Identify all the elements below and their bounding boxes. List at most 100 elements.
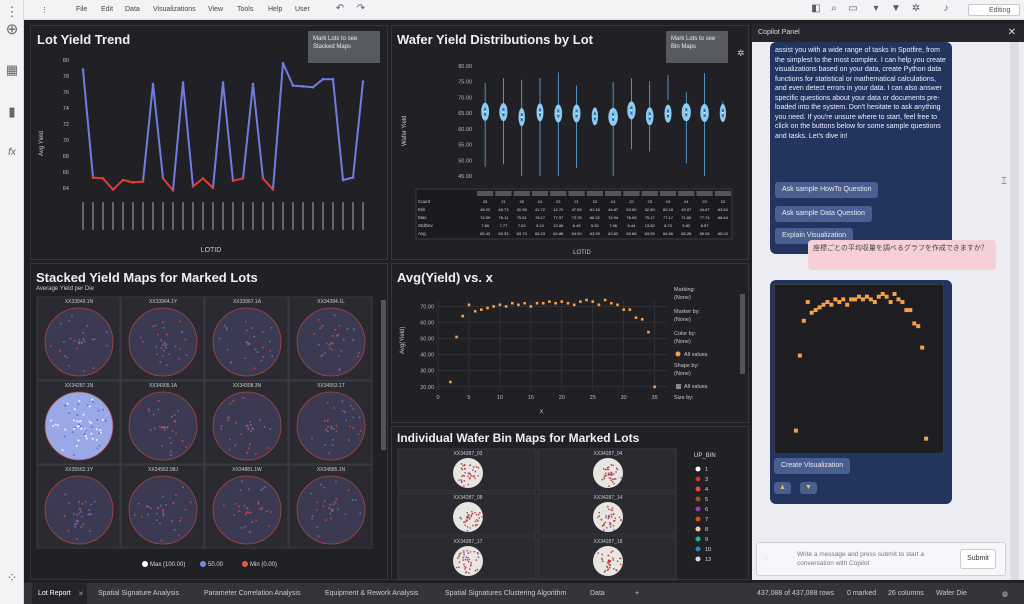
mode-dropdown[interactable]: Editing [968,4,1020,16]
die-point [324,444,326,446]
comment-icon[interactable]: ▭ [848,3,858,14]
trend-segment [172,82,184,191]
legend-label: 8 [705,527,708,533]
data-question-button[interactable]: Ask sample Data Question [775,206,872,222]
tab-lot-report[interactable]: Lot Report [38,590,71,597]
gear-icon[interactable]: ✲ [737,48,745,58]
die-point [247,427,250,429]
violin-median [648,115,651,118]
menu-dots-icon[interactable]: ⋮ [5,4,19,19]
table-icon[interactable]: ▦ [5,62,19,77]
die-point [597,552,599,554]
wafer-violin-chart[interactable]: Wafer Yield LOTID 80.00 75.00 70.00 65.00 60… [392,26,750,261]
die-point [78,338,81,341]
thumbs-down-icon[interactable]: ▼ [800,482,817,494]
tab-equipment-rework[interactable]: Equipment & Rework Analysis [325,590,419,597]
die-point [157,333,159,336]
die-point [74,526,76,528]
die-point [465,566,467,569]
tab-data[interactable]: Data [590,590,605,597]
die-point [89,513,92,516]
die-point [248,343,251,345]
howto-question-button[interactable]: Ask sample HowTo Question [775,182,879,198]
redo-icon[interactable]: ↷ [356,3,366,14]
trend-segment [312,78,324,88]
menu-visualizations[interactable]: Visualizations [153,6,196,13]
menu-tools[interactable]: Tools [237,6,254,13]
scatter-chart[interactable]: Avg(Yield) x 70.00 60.00 50.00 40.00 30.00 20… [392,264,750,424]
scatter-point [857,294,862,299]
die-point [329,504,332,506]
legend-label: 7 [705,517,708,523]
table-name[interactable]: Wafer Die [936,590,967,597]
tab-clustering[interactable]: Spatial Signatures Clustering Algorithm [445,590,567,597]
die-point [263,425,266,428]
die-point [165,504,167,506]
die-point [55,423,57,426]
bin-maps-grid[interactable]: XX34287_03 XX34287_04 XX34287_08 XX34287_14… [392,427,750,581]
menu-view[interactable]: View [208,6,224,13]
violin-median [557,112,560,115]
die-point [254,348,257,351]
die-point [469,477,471,479]
stacked-maps-grid[interactable]: XX33949.1N XX33964.1Y XX33967.1A XX34284.1L… [31,264,389,581]
table-column-header [605,191,622,196]
die-point [341,400,344,403]
add-tab-icon[interactable]: + [635,590,640,597]
search-icon[interactable]: ⌕ [831,3,837,14]
network-icon[interactable]: ⁘ [6,570,18,585]
globe-icon[interactable]: ◍ [1002,591,1009,598]
close-icon[interactable]: ✕ [1007,27,1016,38]
die-point [66,356,69,359]
die-point [467,472,469,475]
undo-icon[interactable]: ↶ [335,3,345,14]
scatter-point [647,330,650,334]
bulb-icon[interactable]: ◌ [763,553,769,563]
property-label: (None) [674,295,691,301]
menu-edit[interactable]: Edit [101,6,114,13]
die-point [603,524,605,526]
menu-dots-icon[interactable]: ⋮ [41,7,48,14]
die-point [463,475,466,477]
add-icon[interactable]: ⊕ [5,21,19,38]
create-visualization-button[interactable]: Create Visualization [774,458,851,474]
die-point [607,506,609,508]
settings-icon[interactable]: ✲ [911,3,921,14]
die-point [464,471,466,474]
tab-parameter-correlation[interactable]: Parameter Correlation Analysis [204,590,301,597]
x-tick-label [112,202,114,230]
legend-swatch [142,561,148,567]
die-point [249,420,251,423]
message-input-box[interactable]: ◌ Write a message and press submit to st… [756,542,1006,576]
function-icon[interactable]: fx [8,147,16,158]
scatter-point [872,300,877,305]
bookmark-icon[interactable]: ▾ [873,3,879,14]
menu-user[interactable]: User [295,6,310,13]
die-point [619,563,622,566]
die-point [249,511,252,514]
filter-icon[interactable]: ▼ [891,3,901,14]
close-icon[interactable]: ✕ [78,591,84,598]
menu-help[interactable]: Help [268,6,283,13]
menu-file[interactable]: File [76,6,88,13]
die-point [147,408,150,410]
trend-point [331,77,335,81]
die-point [462,559,464,561]
submit-button[interactable]: Submit [960,549,996,569]
copilot-header: Copilot Panel ✕ [752,24,1024,42]
tab-spatial-signature[interactable]: Spatial Signature Analysis [98,590,179,597]
message-input[interactable]: Write a message and press submit to star… [797,551,925,567]
bar-chart-icon[interactable]: ▮ [8,104,16,119]
x-tick-label: 35 [652,395,658,401]
die-point [75,520,78,522]
menu-data[interactable]: Data [125,6,140,13]
lot-yield-chart[interactable]: Avg Yield LOTID 80 78 76 74 72 70 68 66 64 [31,26,389,261]
die-point [311,515,314,517]
table-row-label: Avg [418,231,426,236]
scrollbar[interactable] [1010,42,1019,580]
panel-toggle-icon[interactable]: ◧ [811,3,821,14]
trend-segment [162,177,174,192]
notification-bell-icon[interactable]: ♪ [943,3,949,14]
die-point [145,505,148,508]
thumbs-up-icon[interactable]: ▲ [774,482,791,494]
